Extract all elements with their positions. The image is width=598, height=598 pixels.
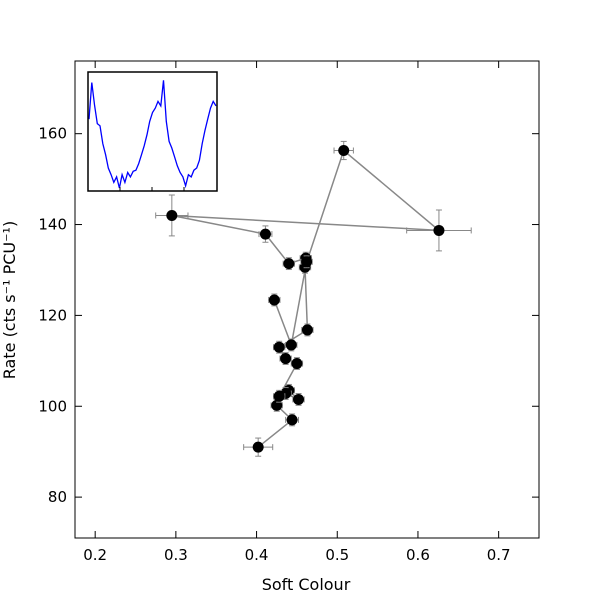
x-tick-label: 0.5 — [325, 546, 349, 564]
data-point — [301, 324, 313, 336]
data-point — [273, 390, 285, 402]
x-tick-label: 0.7 — [487, 546, 511, 564]
data-point — [166, 209, 178, 221]
data-point — [268, 294, 280, 306]
y-tick-label: 120 — [38, 306, 67, 324]
x-tick-label: 0.2 — [83, 546, 107, 564]
x-tick-label: 0.6 — [406, 546, 430, 564]
y-tick-label: 140 — [38, 216, 67, 234]
axis-ticks: 0.2 0.3 0.4 0.5 0.6 0.7 80 100 120 140 160 — [38, 61, 539, 564]
plot-frame — [74, 60, 540, 539]
inset-plot — [87, 71, 218, 192]
y-tick-label: 100 — [38, 397, 67, 415]
data-point — [283, 258, 295, 270]
data-point — [433, 224, 445, 236]
y-tick-label: 80 — [48, 488, 67, 506]
y-axis-label: Rate (cts s⁻¹ PCU⁻¹) — [0, 221, 19, 379]
data-point — [301, 256, 313, 268]
x-axis-label: Soft Colour — [262, 575, 351, 594]
data-point — [285, 339, 297, 351]
series-line — [171, 149, 442, 448]
y-tick-label: 160 — [38, 125, 67, 143]
data-point — [286, 414, 298, 426]
x-tick-label: 0.4 — [245, 546, 269, 564]
inset-curve — [88, 80, 217, 189]
data-point — [291, 358, 303, 370]
plot-area — [155, 140, 472, 457]
data-point — [338, 144, 350, 156]
inset-background — [88, 72, 217, 191]
data-point — [273, 341, 285, 353]
x-tick-label: 0.3 — [164, 546, 188, 564]
data-point — [280, 353, 292, 365]
data-point — [259, 228, 271, 240]
data-point — [293, 393, 305, 405]
data-point — [252, 441, 264, 453]
